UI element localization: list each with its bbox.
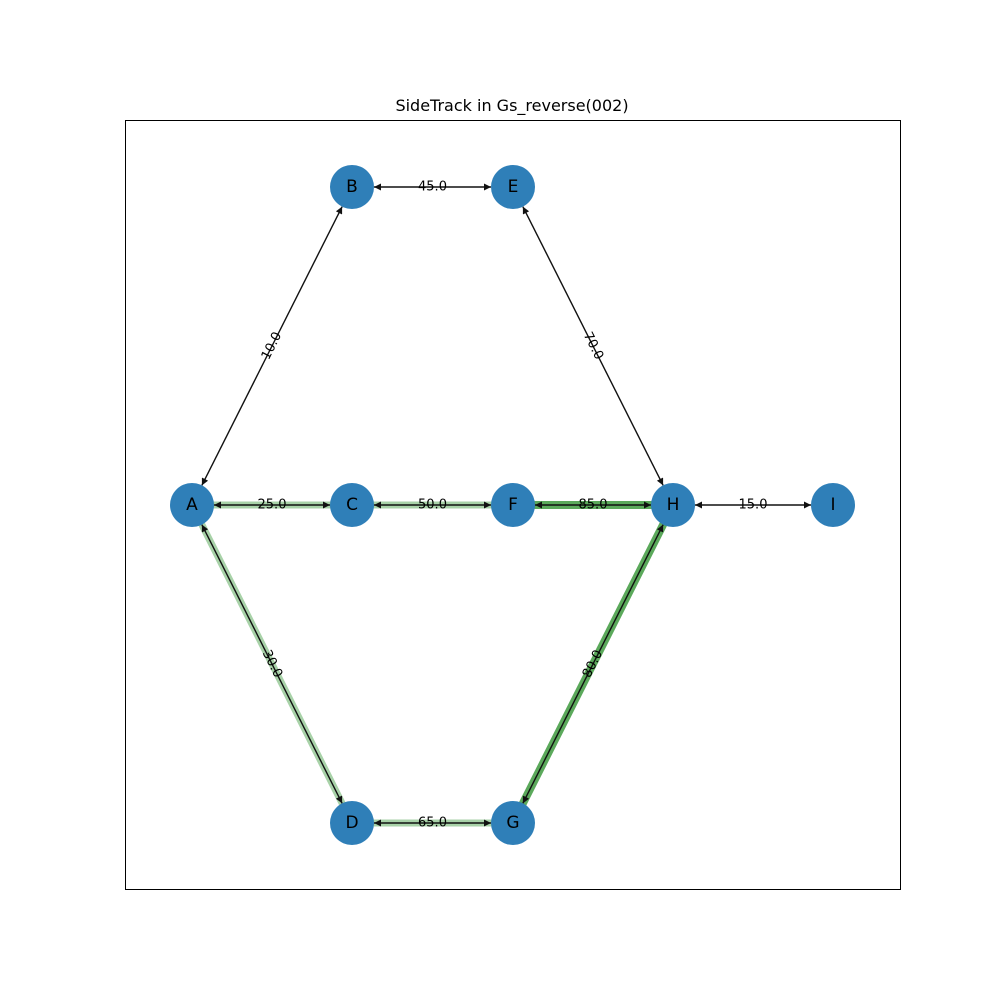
node-a: A <box>170 483 214 527</box>
node-b-circle <box>330 165 374 209</box>
node-d: D <box>330 801 374 845</box>
edge-a-b <box>201 206 343 486</box>
edge-d-g-weight-label: 65.0 <box>418 816 447 831</box>
edge-b-e-weight-label: 45.0 <box>418 180 447 195</box>
node-e-label: E <box>508 177 519 197</box>
node-f-circle <box>491 483 535 527</box>
edge-g-h <box>522 524 664 804</box>
node-b-label: B <box>346 177 358 197</box>
node-d-circle <box>330 801 374 845</box>
node-f: F <box>491 483 535 527</box>
edge-a-c-weight-label: 25.0 <box>258 498 287 513</box>
chart-title: SideTrack in Gs_reverse(002) <box>395 96 628 116</box>
node-h-circle <box>651 483 695 527</box>
node-e-circle <box>491 165 535 209</box>
node-i-circle <box>811 483 855 527</box>
node-a-circle <box>170 483 214 527</box>
node-i: I <box>811 483 855 527</box>
edge-a-b-weight-label: 10.0 <box>259 330 285 363</box>
node-g: G <box>491 801 535 845</box>
edge-e-h-weight-label: 70.0 <box>580 330 606 363</box>
edge-layer <box>201 183 811 827</box>
node-h: H <box>651 483 695 527</box>
node-c-label: C <box>346 495 358 515</box>
edge-f-h-weight-label: 85.0 <box>579 498 608 513</box>
node-layer: A B C D E F G H I <box>170 165 855 845</box>
node-a-label: A <box>186 495 198 515</box>
node-g-label: G <box>506 813 519 833</box>
node-g-circle <box>491 801 535 845</box>
edge-a-d-weight-label: 30.0 <box>259 648 285 681</box>
node-c-circle <box>330 483 374 527</box>
node-h-label: H <box>667 495 680 515</box>
edge-g-h-weight-label: 80.0 <box>580 648 606 681</box>
node-b: B <box>330 165 374 209</box>
edge-c-f-weight-label: 50.0 <box>418 498 447 513</box>
node-e: E <box>491 165 535 209</box>
edge-a-d <box>201 524 343 804</box>
plot-frame <box>125 120 901 890</box>
node-c: C <box>330 483 374 527</box>
node-d-label: D <box>345 813 358 833</box>
edge-h-i-weight-label: 15.0 <box>739 498 768 513</box>
node-i-label: I <box>830 495 835 515</box>
edge-e-h <box>522 206 664 486</box>
node-f-label: F <box>508 495 518 515</box>
